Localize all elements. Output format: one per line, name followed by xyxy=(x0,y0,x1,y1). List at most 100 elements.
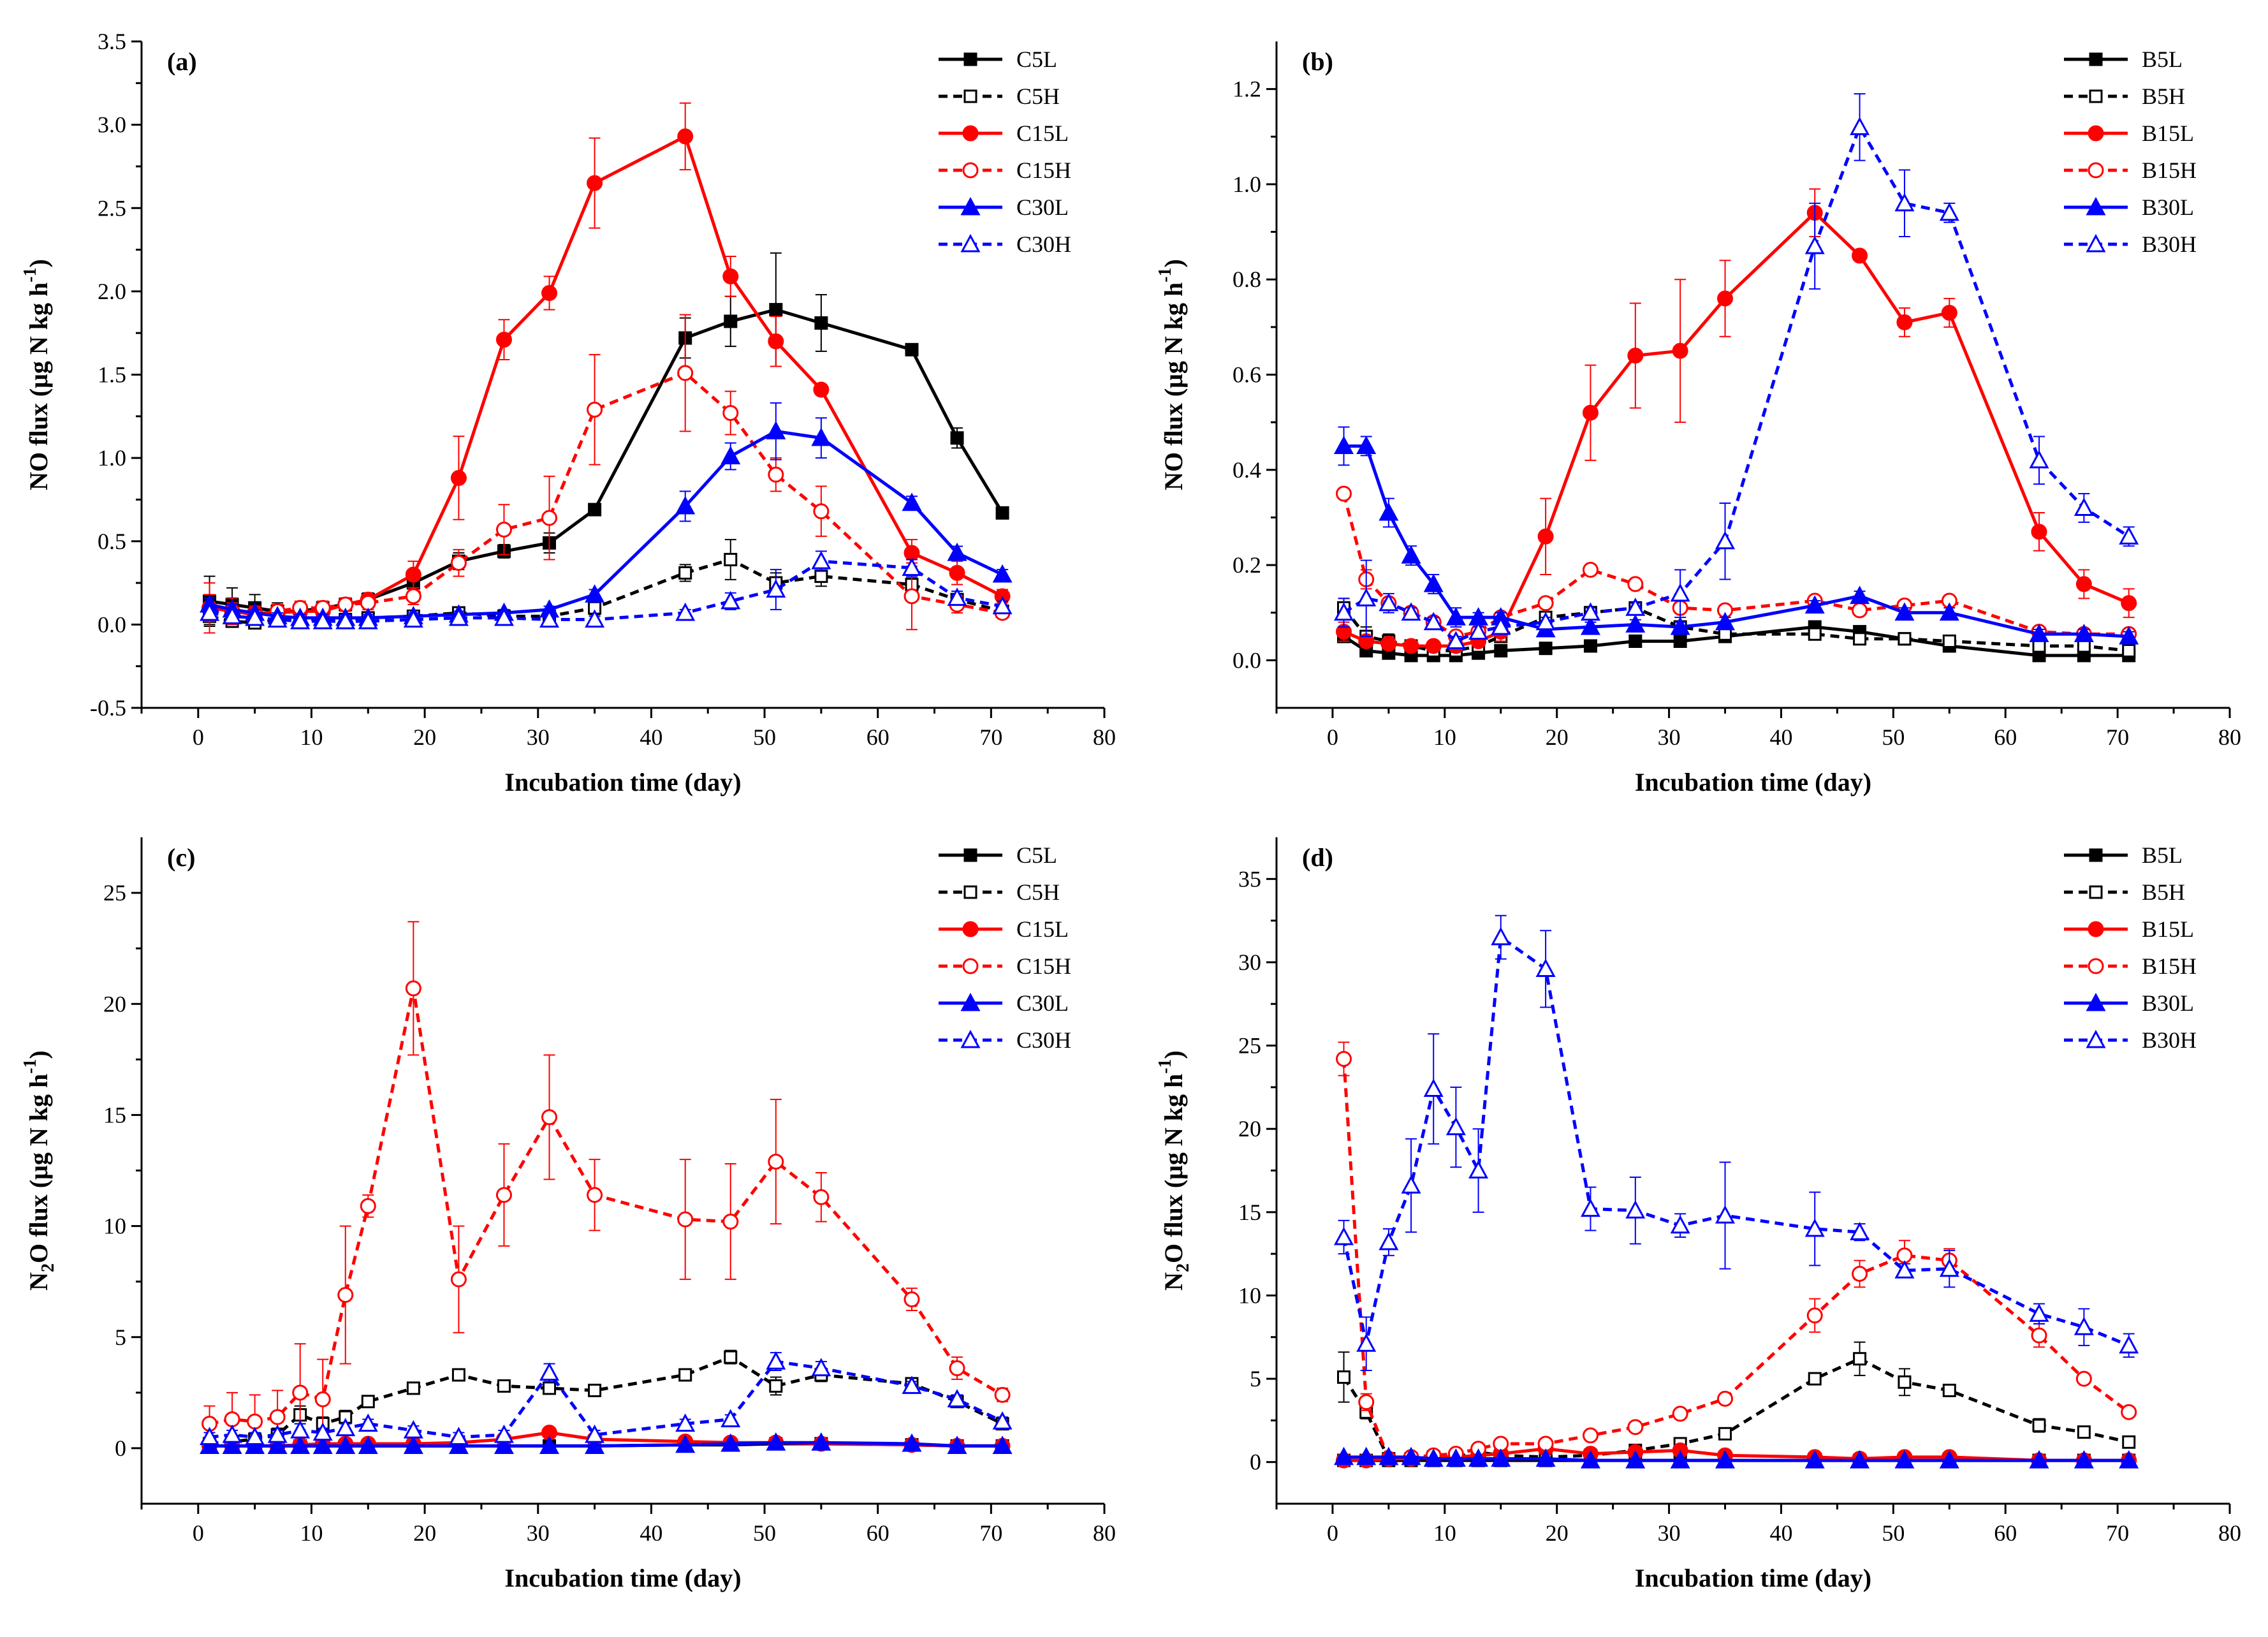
x-tick-label: 0 xyxy=(193,1520,204,1546)
data-point xyxy=(588,1383,602,1397)
data-point xyxy=(1850,1450,1870,1469)
data-point xyxy=(450,469,467,486)
y-tick-label: -0.5 xyxy=(90,695,126,721)
data-point xyxy=(721,446,741,465)
data-point xyxy=(1468,1160,1489,1179)
data-point xyxy=(1627,348,1644,364)
data-point xyxy=(1379,502,1399,521)
data-point xyxy=(2074,1450,2094,1469)
data-point xyxy=(1336,485,1352,502)
data-point xyxy=(403,1435,423,1454)
data-point xyxy=(769,303,783,317)
y-tick-label: 25 xyxy=(103,880,126,906)
data-point xyxy=(292,1384,309,1401)
data-point xyxy=(722,268,739,284)
series-C30H xyxy=(200,1351,1013,1446)
series-B30H xyxy=(1334,93,2139,650)
y-tick-label: 3.0 xyxy=(98,112,126,138)
y-axis-title: N2O flux (μg N kg h-1) xyxy=(20,1050,58,1291)
data-point xyxy=(1715,1450,1736,1469)
legend-label: C5H xyxy=(1016,84,1060,109)
chart-panel-a: 0 10 20 30 40 50 60 70 80 -0.5 0.0 0.5 1.0 1.5 2.0 2.5 3… xyxy=(20,29,1116,796)
legend-label: C5L xyxy=(1016,47,1057,72)
data-point xyxy=(811,550,831,569)
data-point xyxy=(405,566,421,583)
legend-label: B5H xyxy=(2142,84,2185,109)
series-B15H xyxy=(1336,1041,2137,1467)
data-point xyxy=(1717,1390,1734,1407)
x-tick-label: 20 xyxy=(413,1520,436,1546)
data-point xyxy=(1715,531,1736,550)
y-tick-label: 0.0 xyxy=(98,612,126,637)
data-point xyxy=(1894,1450,1915,1469)
y-tick-label: 20 xyxy=(103,991,126,1017)
series-line xyxy=(1342,1356,2130,1460)
y-axis-title: NO flux (μg N kg h-1) xyxy=(1155,259,1188,490)
series-line xyxy=(209,988,1004,1426)
data-point xyxy=(677,365,694,381)
x-tick-label: 10 xyxy=(300,724,323,750)
series-line xyxy=(209,308,1004,613)
data-point xyxy=(1401,1446,1421,1465)
legend-marker xyxy=(2088,921,2104,937)
data-point xyxy=(222,1435,242,1454)
series-line xyxy=(1342,934,2130,1347)
x-tick-label: 30 xyxy=(527,1520,550,1546)
data-point xyxy=(1580,616,1600,635)
data-point xyxy=(450,555,467,571)
data-point xyxy=(1808,627,1822,641)
data-point xyxy=(904,588,920,605)
data-point xyxy=(766,579,786,598)
data-point xyxy=(994,1386,1011,1403)
data-point xyxy=(587,1187,603,1203)
data-point xyxy=(585,1424,605,1443)
data-point xyxy=(1401,1175,1421,1194)
data-point xyxy=(949,1360,965,1377)
data-point xyxy=(2029,450,2049,469)
data-point xyxy=(813,1189,830,1205)
series-line xyxy=(209,429,1004,620)
data-point xyxy=(769,1379,783,1393)
legend-label: B5H xyxy=(2142,879,2185,905)
y-axis-title-part: ) xyxy=(1159,1050,1188,1059)
y-axis-title-part: ) xyxy=(24,259,53,267)
data-point xyxy=(1852,602,1868,619)
x-tick-label: 0 xyxy=(1327,724,1338,750)
y-tick-label: 2.5 xyxy=(98,195,126,221)
data-point xyxy=(1804,1218,1825,1237)
legend-marker xyxy=(2088,125,2104,142)
data-point xyxy=(1627,576,1644,592)
data-point xyxy=(2029,1450,2049,1469)
data-point xyxy=(1356,436,1377,455)
y-tick-label: 20 xyxy=(1238,1116,1261,1141)
data-point xyxy=(541,1109,558,1126)
data-point xyxy=(1941,304,1957,321)
series-B30L xyxy=(1334,1446,2139,1469)
y-tick-label: 30 xyxy=(1238,950,1261,975)
data-point xyxy=(1670,1215,1690,1234)
y-tick-label: 0.5 xyxy=(98,529,126,554)
data-point xyxy=(1939,1258,1959,1277)
data-point xyxy=(1445,1117,1466,1136)
data-point xyxy=(811,1358,831,1377)
data-point xyxy=(494,1435,514,1454)
data-point xyxy=(494,607,514,626)
data-point xyxy=(1580,1198,1600,1217)
series-C15H xyxy=(201,921,1011,1449)
data-point xyxy=(1580,1450,1600,1469)
data-point xyxy=(1850,117,1870,135)
data-point xyxy=(677,1211,694,1228)
data-point xyxy=(403,1420,423,1439)
data-point xyxy=(1670,616,1690,635)
data-point xyxy=(267,1424,288,1443)
legend-marker xyxy=(963,885,977,899)
data-point xyxy=(585,609,605,628)
data-point xyxy=(335,1435,356,1454)
y-axis-title-part: -1 xyxy=(1155,1059,1175,1073)
x-axis-title: Incubation time (day) xyxy=(1635,768,1871,796)
data-point xyxy=(2119,1335,2139,1354)
data-point xyxy=(358,1435,378,1454)
legend-marker xyxy=(960,992,981,1011)
data-point xyxy=(245,1435,265,1454)
y-tick-label: 10 xyxy=(103,1214,126,1239)
